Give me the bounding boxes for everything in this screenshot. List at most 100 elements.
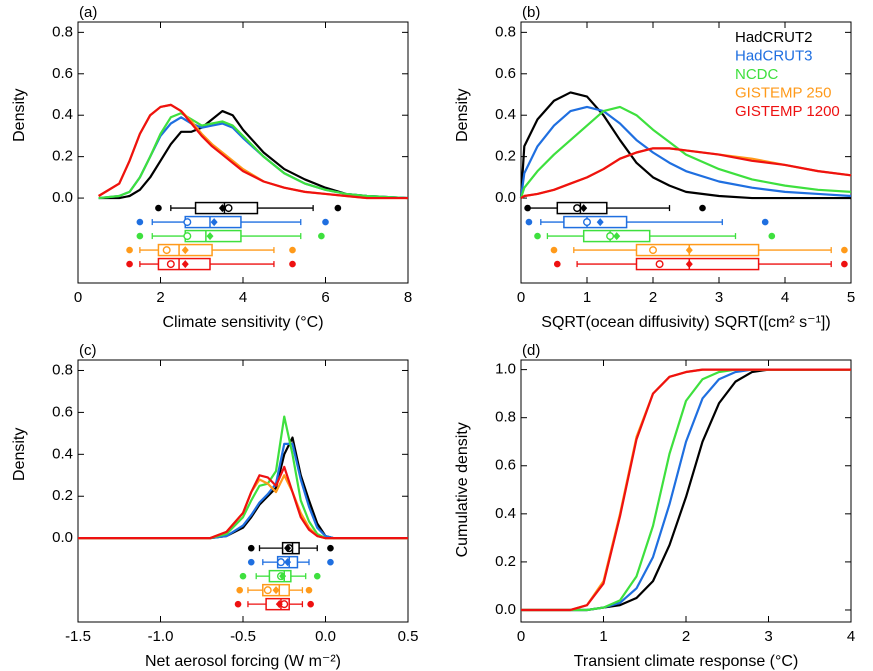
density-line bbox=[521, 368, 851, 612]
density-line bbox=[78, 442, 408, 540]
x-tick-label: 8 bbox=[404, 289, 412, 306]
extreme-dot bbox=[126, 260, 133, 268]
density-line bbox=[519, 91, 851, 200]
density-line bbox=[521, 368, 851, 612]
x-tick-label: -1.0 bbox=[148, 628, 174, 645]
extreme-dot bbox=[234, 600, 242, 608]
legend-entry: HadCRUT3 bbox=[735, 47, 813, 64]
diamond bbox=[284, 558, 292, 567]
diamond bbox=[206, 232, 214, 241]
extreme-dot bbox=[289, 260, 296, 268]
diamond bbox=[275, 600, 283, 609]
x-tick-label: 0.5 bbox=[398, 628, 419, 645]
y-tick-label: 0.6 bbox=[495, 457, 516, 474]
density-line bbox=[98, 103, 408, 200]
x-axis-title: SQRT(ocean diffusivity) SQRT([cm² s⁻¹]) bbox=[541, 314, 830, 331]
extreme-dot bbox=[534, 232, 541, 240]
x-tick-label: 2 bbox=[682, 628, 690, 645]
x-tick-label: 2 bbox=[649, 289, 657, 306]
y-tick-label: 0.4 bbox=[52, 106, 73, 123]
y-tick-label: 0.6 bbox=[52, 403, 73, 420]
x-tick-label: -0.5 bbox=[230, 628, 256, 645]
diamond bbox=[685, 260, 693, 269]
extreme-dot bbox=[136, 218, 144, 226]
x-axis-title: Net aerosol forcing (W m⁻²) bbox=[145, 653, 341, 670]
y-tick-label: 0.2 bbox=[495, 148, 516, 165]
box bbox=[582, 229, 651, 243]
box bbox=[262, 583, 290, 597]
x-tick-label: 0 bbox=[517, 289, 525, 306]
density-line bbox=[98, 109, 409, 200]
y-tick-label: 1.0 bbox=[495, 361, 516, 378]
plot-frame bbox=[77, 359, 409, 623]
y-tick-label: 0.6 bbox=[495, 65, 516, 82]
diamond bbox=[685, 246, 693, 255]
box bbox=[635, 257, 760, 271]
box bbox=[157, 243, 213, 257]
diamond bbox=[580, 204, 588, 213]
x-tick-label: 4 bbox=[847, 628, 855, 645]
open-circle bbox=[649, 246, 658, 255]
extreme-dot bbox=[699, 204, 706, 212]
open-circle bbox=[162, 246, 171, 255]
extreme-dot bbox=[554, 260, 561, 268]
panel-label: (c) bbox=[79, 342, 97, 359]
x-tick-label: 1 bbox=[599, 628, 607, 645]
diamond bbox=[596, 218, 604, 227]
extreme-dot bbox=[239, 572, 247, 580]
y-axis-title: Density bbox=[454, 89, 471, 142]
y-axis-title: Cumulative density bbox=[454, 422, 471, 557]
extreme-dot bbox=[126, 246, 133, 254]
extreme-dot bbox=[768, 232, 776, 240]
box bbox=[556, 201, 608, 215]
density-line bbox=[78, 436, 408, 540]
box bbox=[281, 541, 300, 555]
x-tick-label: 5 bbox=[847, 289, 855, 306]
y-tick-label: 0.8 bbox=[52, 361, 73, 378]
diamond bbox=[181, 260, 189, 269]
y-tick-label: 0.4 bbox=[495, 505, 516, 522]
extreme-dot bbox=[136, 232, 144, 240]
x-tick-label: 0 bbox=[74, 289, 82, 306]
panel-label: (b) bbox=[522, 4, 540, 21]
extreme-dot bbox=[327, 544, 334, 552]
density-line bbox=[520, 147, 852, 200]
extreme-dot bbox=[236, 586, 243, 594]
x-tick-label: 1 bbox=[583, 289, 591, 306]
panel-label: (a) bbox=[79, 4, 97, 21]
open-circle bbox=[263, 586, 272, 595]
diamond bbox=[613, 232, 621, 241]
density-line bbox=[521, 368, 851, 612]
diamond bbox=[279, 572, 287, 581]
x-tick-label: 4 bbox=[239, 289, 247, 306]
extreme-dot bbox=[307, 600, 314, 608]
legend-entry: GISTEMP 1200 bbox=[735, 103, 840, 120]
plot-frame bbox=[77, 21, 409, 284]
extreme-dot bbox=[247, 558, 255, 566]
y-tick-label: 0.2 bbox=[52, 487, 73, 504]
extreme-dot bbox=[305, 586, 313, 594]
extreme-dot bbox=[525, 218, 533, 226]
legend-entry: NCDC bbox=[735, 66, 778, 83]
y-tick-label: 0.2 bbox=[495, 553, 516, 570]
x-tick-label: 3 bbox=[764, 628, 772, 645]
extreme-dot bbox=[155, 204, 162, 212]
y-tick-label: 0.8 bbox=[495, 23, 516, 40]
x-axis-title: Climate sensitivity (°C) bbox=[162, 314, 323, 331]
y-tick-label: 0.6 bbox=[52, 65, 73, 82]
legend-entry: GISTEMP 250 bbox=[735, 84, 831, 101]
extreme-dot bbox=[289, 246, 296, 254]
y-axis-title: Density bbox=[11, 428, 28, 481]
density-line bbox=[78, 465, 408, 540]
y-tick-label: 0.8 bbox=[495, 409, 516, 426]
x-tick-label: 4 bbox=[781, 289, 789, 306]
extreme-dot bbox=[313, 572, 321, 580]
x-tick-label: 0 bbox=[517, 628, 525, 645]
x-tick-label: 0.0 bbox=[315, 628, 336, 645]
y-axis-title: Density bbox=[11, 89, 28, 142]
density-line bbox=[519, 105, 852, 199]
extreme-dot bbox=[524, 204, 531, 212]
y-tick-label: 0.0 bbox=[52, 529, 73, 546]
diamond bbox=[218, 204, 226, 213]
